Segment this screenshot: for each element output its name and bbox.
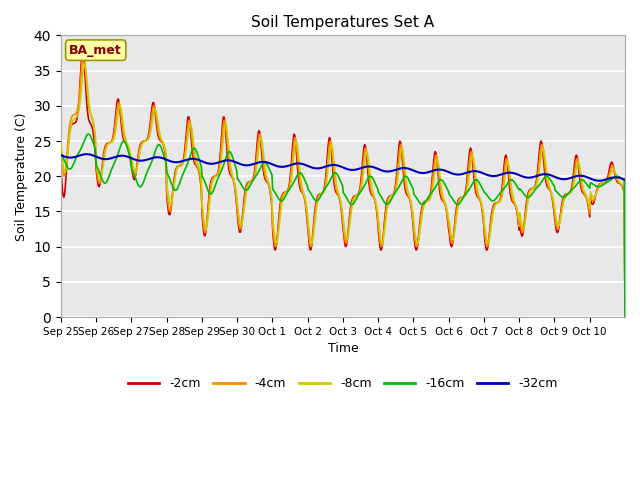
Text: BA_met: BA_met (69, 44, 122, 57)
Legend: -2cm, -4cm, -8cm, -16cm, -32cm: -2cm, -4cm, -8cm, -16cm, -32cm (123, 372, 563, 396)
Y-axis label: Soil Temperature (C): Soil Temperature (C) (15, 112, 28, 240)
Title: Soil Temperatures Set A: Soil Temperatures Set A (252, 15, 435, 30)
X-axis label: Time: Time (328, 342, 358, 356)
